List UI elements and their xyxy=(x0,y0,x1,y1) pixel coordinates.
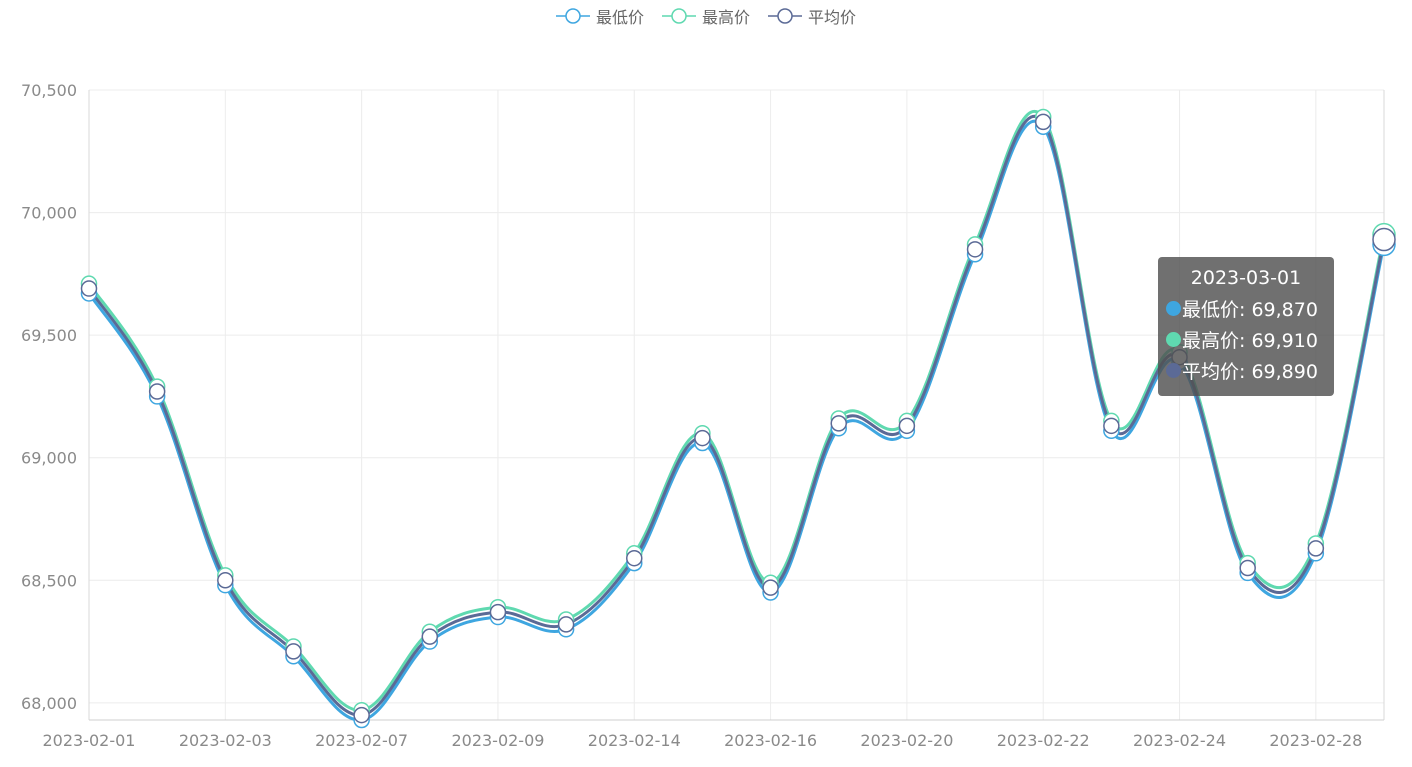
avg-dot-icon xyxy=(1166,363,1181,378)
x-tick-label: 2023-02-24 xyxy=(1133,731,1226,750)
data-point xyxy=(1103,417,1120,435)
tooltip-row-avg: 平均价: 69,890 xyxy=(1166,355,1326,386)
y-tick-label: 69,000 xyxy=(21,449,77,468)
tooltip-avg-label: 平均价: 69,890 xyxy=(1182,361,1318,383)
legend-label: 平均价 xyxy=(808,8,857,27)
data-point xyxy=(217,572,234,589)
legend-label: 最低价 xyxy=(595,8,644,27)
x-axis-ticks: 2023-02-01 2023-02-03 2023-02-07 2023-02-09… xyxy=(43,731,1363,750)
x-tick-label: 2023-02-09 xyxy=(451,731,544,750)
y-tick-label: 68,500 xyxy=(21,571,77,590)
data-point xyxy=(148,383,166,400)
x-tick-label: 2023-02-22 xyxy=(997,731,1090,750)
legend-item[interactable]: 平均价 xyxy=(768,4,856,28)
data-point xyxy=(421,628,439,645)
x-tick-label: 2023-02-16 xyxy=(724,731,817,750)
x-tick-label: 2023-02-20 xyxy=(860,731,953,750)
legend-label: 最高价 xyxy=(701,8,750,27)
legend-marker-icon xyxy=(661,8,696,24)
y-tick-label: 68,000 xyxy=(21,694,77,713)
x-tick-label: 2023-02-28 xyxy=(1269,731,1362,750)
legend-item[interactable]: 最高价 xyxy=(661,4,750,28)
data-point xyxy=(898,417,916,435)
legend: 最低价 最高价 平均价 xyxy=(0,4,1412,28)
tooltip-row-high: 最高价: 69,910 xyxy=(1166,324,1326,355)
high-dot-icon xyxy=(1166,332,1181,347)
data-point xyxy=(694,429,711,447)
grid xyxy=(88,89,1385,721)
x-tick-label: 2023-02-07 xyxy=(315,731,408,750)
tooltip-row-low: 最低价: 69,870 xyxy=(1166,293,1326,324)
series-line-1 xyxy=(87,109,1386,712)
y-axis-ticks: 68,000 68,500 69,000 69,500 70,000 70,500 xyxy=(21,81,77,713)
data-point xyxy=(353,706,370,724)
data-point xyxy=(830,415,847,432)
legend-marker-icon xyxy=(768,8,802,24)
y-tick-label: 70,500 xyxy=(21,81,77,100)
data-point xyxy=(285,643,302,660)
series-line-0 xyxy=(87,119,1386,722)
tooltip-high-label: 最高价: 69,910 xyxy=(1182,330,1318,352)
x-tick-label: 2023-02-14 xyxy=(588,731,681,750)
data-point xyxy=(1034,113,1052,131)
data-point xyxy=(762,579,779,596)
data-point xyxy=(626,549,643,567)
y-tick-label: 69,500 xyxy=(21,326,77,345)
x-tick-label: 2023-02-01 xyxy=(43,731,136,750)
tooltip: 2023-03-01 最低价: 69,870 最高价: 69,910 平均价: … xyxy=(1158,257,1334,396)
data-point xyxy=(80,280,98,297)
legend-item[interactable]: 最低价 xyxy=(555,4,644,28)
x-tick-label: 2023-02-03 xyxy=(179,731,272,750)
series-layer xyxy=(80,108,1396,729)
data-point xyxy=(557,616,575,633)
data-point xyxy=(966,241,984,258)
series-line-2 xyxy=(87,114,1386,717)
data-point xyxy=(1307,540,1325,557)
data-point xyxy=(489,603,507,621)
tooltip-low-label: 最低价: 69,870 xyxy=(1182,299,1318,321)
data-point xyxy=(1372,227,1396,252)
data-point xyxy=(1239,559,1256,577)
low-dot-icon xyxy=(1166,301,1181,316)
y-tick-label: 70,000 xyxy=(21,204,77,223)
legend-marker-icon xyxy=(555,8,590,24)
tooltip-title: 2023-03-01 xyxy=(1190,267,1302,289)
